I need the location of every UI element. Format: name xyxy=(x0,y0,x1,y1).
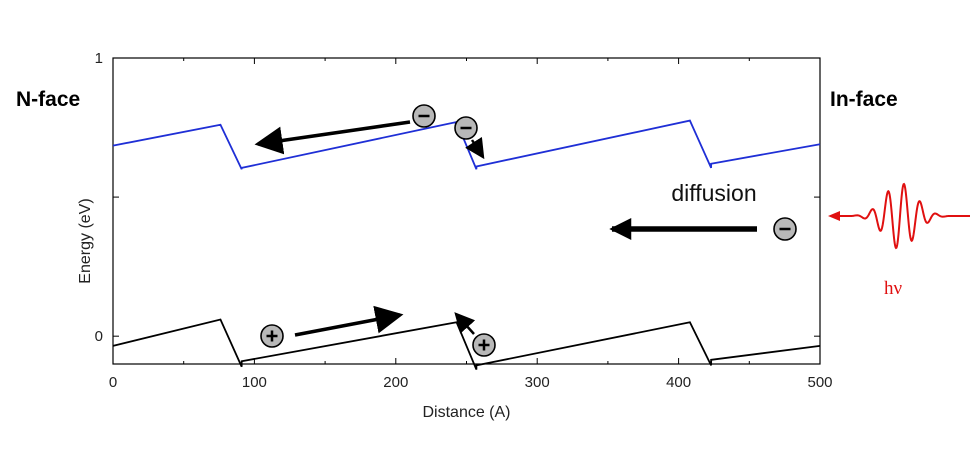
electron xyxy=(412,104,436,128)
in-face-label: In-face xyxy=(830,88,898,111)
x-tick-label: 400 xyxy=(666,374,691,391)
electron xyxy=(773,217,797,241)
photon-wave xyxy=(851,182,949,250)
y-tick-label: 1 xyxy=(95,50,103,67)
hole xyxy=(260,324,284,348)
x-axis-label: Distance (A) xyxy=(422,404,510,421)
conduction-band-line xyxy=(112,119,821,170)
diffusion-label: diffusion xyxy=(671,180,756,206)
electron xyxy=(454,116,478,140)
x-tick-label: 0 xyxy=(109,374,117,391)
photon-label: hν xyxy=(884,278,903,299)
hole xyxy=(472,333,496,357)
x-tick-label: 100 xyxy=(242,374,267,391)
y-axis-label: Energy (eV) xyxy=(77,198,94,283)
x-tick-label: 500 xyxy=(807,374,832,391)
hole-relax-arrow xyxy=(454,312,476,335)
electron-drift-arrow xyxy=(254,120,411,155)
x-tick-label: 200 xyxy=(383,374,408,391)
plot-frame xyxy=(112,57,821,365)
y-tick-label: 0 xyxy=(95,328,103,345)
x-tick-label: 300 xyxy=(525,374,550,391)
valence-band-line xyxy=(112,318,821,370)
hole-drift-arrow xyxy=(294,305,404,337)
photon-arrowhead xyxy=(828,211,840,221)
n-face-label: N-face xyxy=(16,88,81,111)
electron-relax-arrow xyxy=(465,136,485,160)
